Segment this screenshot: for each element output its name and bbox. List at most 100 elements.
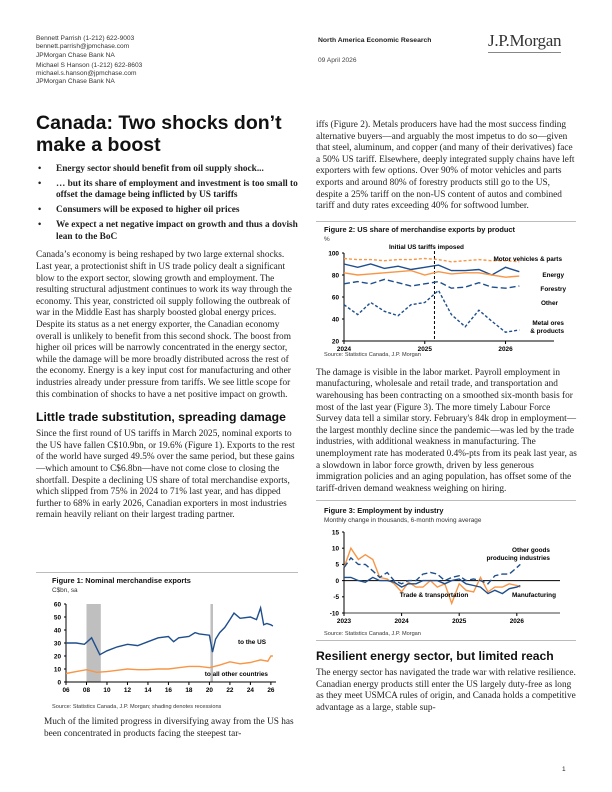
figure-divider (316, 220, 576, 222)
x-tick-label: 2025 (418, 346, 433, 353)
figure-1: Figure 1: Nominal merchandise exports C$… (36, 572, 298, 714)
author-2-name-phone: Michael S Hanson (1-212) 622-8603 (36, 61, 143, 69)
author-block: Bennett Parrish (1-212) 622-9003 bennett… (36, 35, 142, 87)
annotation-label: Initial US tariffs imposed (389, 244, 464, 251)
key-points: Energy sector should benefit from oil su… (36, 164, 302, 246)
figure-2-source: Source: Statistics Canada, J.P. Morgan (324, 351, 421, 358)
jpmorgan-logo: J.P.Morgan (488, 31, 562, 53)
key-point: Consumers will be exposed to higher oil … (36, 205, 302, 217)
right-column: iffs (Figure 2). Metals producers have h… (316, 120, 578, 715)
figure-1-source: Source: Statistics Canada, J.P. Morgan; … (52, 704, 222, 710)
series-line (343, 278, 520, 289)
figure-2-chart: 20 40 60 80 100 2024 2025 2026 Initial US tariff… (328, 244, 566, 353)
diversification-paragraph: Much of the limited progress in diversif… (44, 717, 294, 739)
series-label: producing industries (486, 555, 550, 562)
x-tick-label: 16 (165, 687, 173, 694)
y-tick-label: 20 (332, 338, 340, 345)
series-label: & products (530, 328, 564, 335)
figure-3-chart: -10 -5 0 5 10 15 2023 2024 2025 2026 Other goodspr… (330, 530, 560, 625)
y-tick-label: 50 (54, 614, 62, 621)
figure-1-chart: 0 10 20 30 40 50 60 06 08 10 12 14 16 18 20 22 24 26 to th… (54, 601, 276, 694)
key-point: … but its share of employment and invest… (36, 179, 302, 202)
key-point: We expect a net negative impact on growt… (36, 220, 302, 243)
y-tick-label: 15 (332, 530, 340, 537)
series-line (343, 269, 520, 278)
figure-divider (316, 500, 576, 502)
y-tick-label: 60 (54, 601, 62, 608)
x-tick-label: 2024 (394, 618, 409, 625)
series-label: Energy (542, 272, 564, 279)
series-line (343, 546, 521, 606)
series-label: Forestry (540, 286, 566, 293)
x-tick-label: 12 (124, 687, 132, 694)
series-line (343, 257, 520, 263)
y-tick-label: -10 (330, 611, 340, 618)
series-label: Metal ores (532, 320, 564, 327)
x-tick-label: 18 (185, 687, 193, 694)
x-tick-label: 24 (247, 687, 255, 694)
labor-market-paragraph: The damage is visible in the labor marke… (316, 367, 577, 494)
y-tick-label: 100 (328, 250, 339, 257)
author-2-entity: JPMorgan Chase Bank NA (36, 78, 115, 86)
figure-3-title: Figure 3: Employment by industry (324, 506, 444, 516)
trade-paragraph: Since the first round of US tariffs in M… (36, 429, 295, 521)
series-line (344, 576, 521, 595)
figure-3-subtitle: Monthly change in thousands, 6-month mov… (324, 517, 482, 525)
x-tick-label: 2026 (498, 346, 513, 353)
series-label: Other goods (512, 547, 550, 554)
y-tick-label: -5 (333, 594, 339, 601)
series-label: Manufacturing (512, 592, 556, 599)
section-heading-trade: Little trade substitution, spreading dam… (36, 410, 286, 425)
figure-3: Figure 3: Employment by industry Monthly… (316, 500, 578, 642)
y-tick-label: 80 (332, 272, 340, 279)
x-tick-label: 22 (226, 687, 234, 694)
y-tick-label: 10 (332, 546, 340, 553)
page-title: Canada: Two shocks don’t make a boost (36, 112, 282, 156)
series-line (66, 605, 274, 656)
x-tick-label: 26 (267, 687, 275, 694)
y-tick-label: 5 (335, 562, 339, 569)
x-tick-label: 2025 (452, 618, 467, 625)
y-tick-label: 60 (332, 294, 340, 301)
figure-1-title: Figure 1: Nominal merchandise exports (52, 576, 191, 585)
x-tick-label: 08 (83, 687, 91, 694)
x-tick-label: 2024 (337, 346, 352, 353)
y-tick-label: 40 (54, 627, 62, 634)
recession-shading (210, 604, 213, 682)
page-number: 1 (562, 766, 566, 773)
y-tick-label: 30 (54, 640, 62, 647)
x-tick-label: 14 (144, 687, 152, 694)
y-tick-label: 0 (335, 578, 339, 585)
figure-divider (36, 572, 298, 573)
series-label: Other (541, 300, 559, 307)
author-2-email[interactable]: michael.s.hanson@jpmchase.com (36, 70, 137, 78)
key-point: Energy sector should benefit from oil su… (36, 164, 302, 176)
y-tick-label: 20 (54, 653, 62, 660)
report-series: North America Economic Research (318, 37, 432, 44)
x-tick-label: 06 (62, 687, 70, 694)
energy-paragraph: The energy sector has navigated the trad… (316, 668, 576, 714)
x-tick-label: 2023 (337, 618, 352, 625)
figure-divider (316, 640, 576, 642)
x-tick-label: 20 (206, 687, 214, 694)
figure-1-unit: C$bn, sa (52, 587, 78, 594)
figure-2-unit: % (324, 235, 330, 243)
series-label: to the US (238, 639, 267, 646)
y-tick-label: 10 (54, 666, 62, 673)
x-tick-label: 10 (103, 687, 111, 694)
author-1-entity: JPMorgan Chase Bank NA (36, 51, 115, 59)
x-tick-label: 2026 (510, 618, 525, 625)
series-line (65, 655, 273, 675)
metals-paragraph: iffs (Figure 2). Metals producers have h… (316, 120, 575, 212)
series-label: Motor vehicles & parts (493, 256, 562, 263)
figure-3-source: Source: Statistics Canada, J.P. Morgan (324, 631, 421, 638)
figure-2-title: Figure 2: US share of merchandise export… (324, 224, 515, 234)
left-column-text: Canada: Two shocks don’t make a boost En… (36, 112, 302, 522)
series-line (343, 289, 520, 333)
intro-paragraph: Canada’s economy is being reshaped by tw… (36, 250, 292, 400)
author-1-email[interactable]: bennett.parrish@jpmchase.com (36, 43, 130, 51)
series-label: Trade & transportation (400, 592, 469, 599)
figure-2: Figure 2: US share of merchandise export… (316, 220, 578, 359)
y-tick-label: 0 (57, 679, 61, 686)
y-tick-label: 40 (332, 316, 340, 323)
